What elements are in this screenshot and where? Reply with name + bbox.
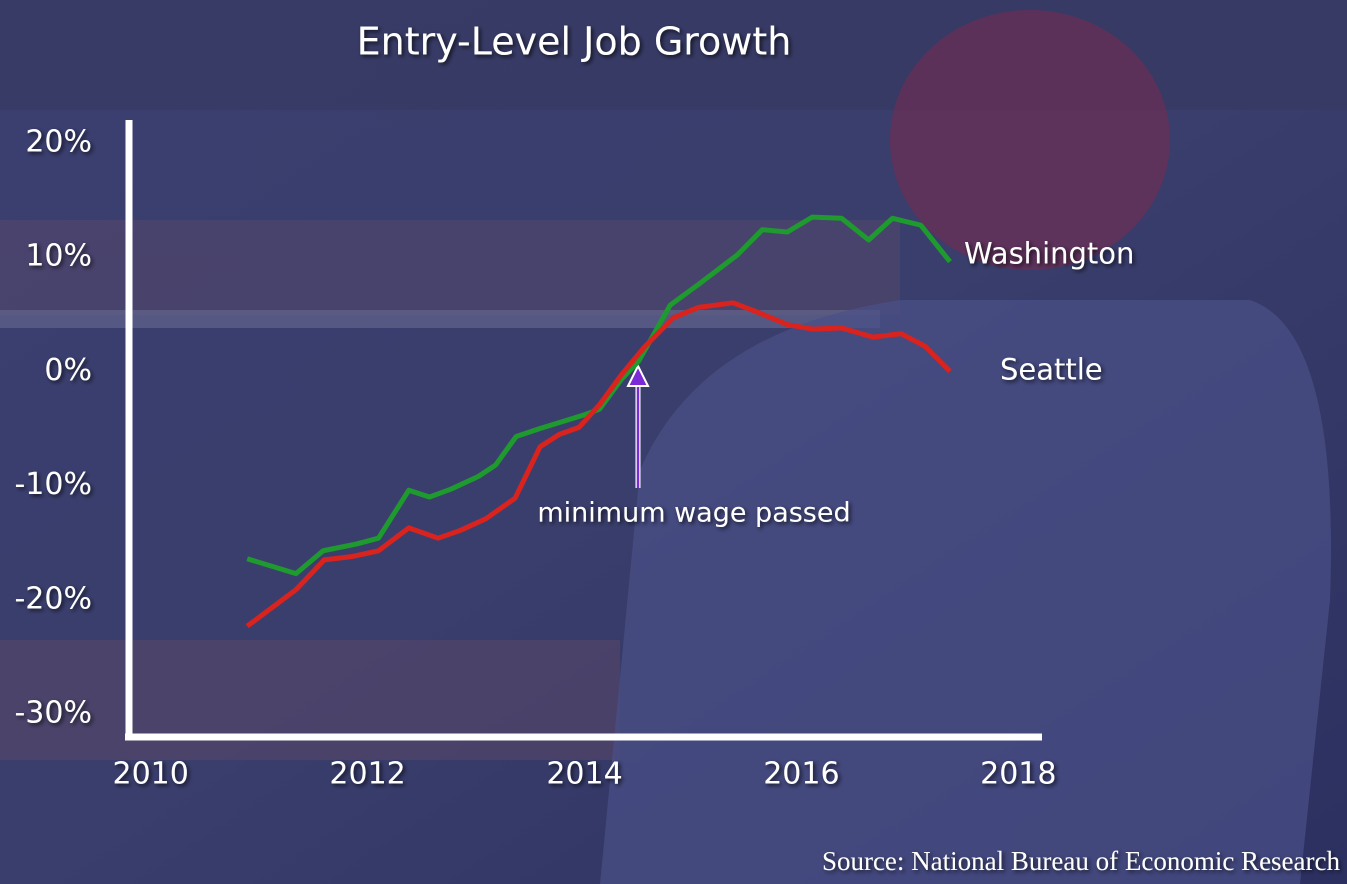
y-tick-label: -30% [14,696,92,731]
series-line [245,300,952,629]
annotation: minimum wage passed [537,498,850,529]
source: Source: National Bureau of Economic Rese… [822,846,1341,876]
x-tick-label: 2014 [546,757,622,792]
x-tick-label: 2012 [329,757,405,792]
y-tick-label: 0% [44,353,92,388]
x-tick-label: 2010 [113,757,189,792]
x-tick-label: 2018 [980,757,1056,792]
y-tick-label: -10% [14,467,92,502]
annotation-arrowhead [626,363,650,387]
y-tick-label: 10% [25,239,92,274]
legend-label: Seattle [1000,352,1103,386]
legend-label: Washington [964,237,1134,271]
y-tick-label: 20% [25,124,92,159]
x-tick-label: 2016 [763,757,839,792]
chart-title: Entry-Level Job Growth [357,20,792,64]
y-tick-label: -20% [14,581,92,616]
